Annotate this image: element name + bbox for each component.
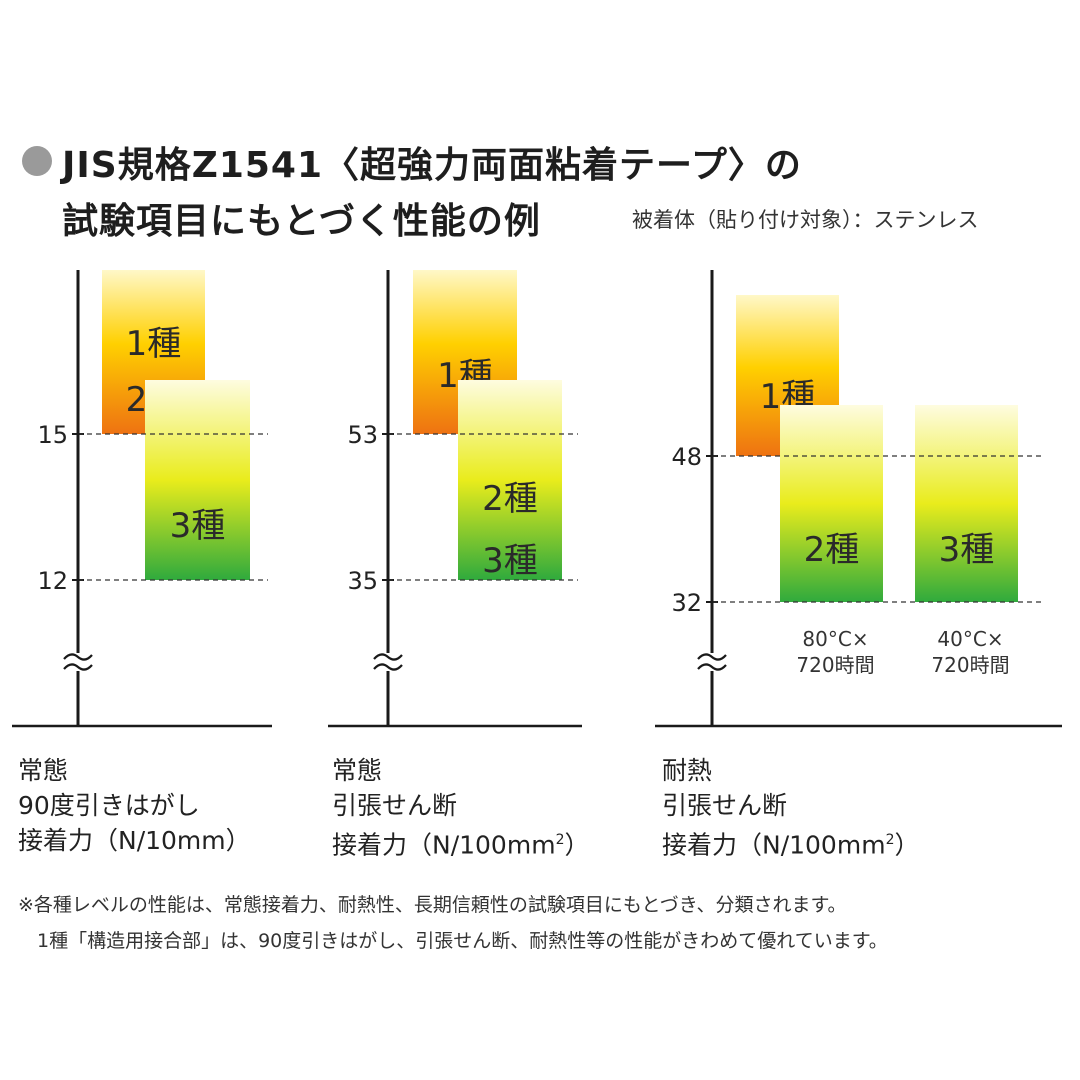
caption-2-superscript: 2 — [555, 832, 565, 848]
caption-3-unit: 接着力（N/100mm — [662, 830, 886, 860]
bar-3-condition: 720時間 — [931, 653, 1009, 677]
tick-label: 15 — [37, 421, 68, 449]
caption-panel-3: 耐熱 引張せん断 接着力（N/100mm2） — [662, 753, 920, 862]
caption-1-line-2: 90度引きはがし — [18, 791, 200, 820]
caption-panel-1: 常態 90度引きはがし 接着力（N/10mm） — [18, 753, 251, 858]
caption-1-line-1: 常態 — [18, 756, 69, 785]
axis-break-icon — [697, 653, 727, 661]
axis-break-icon — [373, 653, 403, 661]
axis-break-icon — [697, 663, 727, 671]
bar-3-condition: 40°C× — [937, 627, 1003, 651]
substrate-note: 被着体（貼り付け対象）：ステンレス — [632, 208, 979, 232]
tick-label: 12 — [37, 567, 68, 595]
caption-3-line-3: 接着力（N/100mm2） — [662, 823, 920, 862]
chart-title-line-1: JIS規格Z1541〈超強力両面粘着テープ〉の — [62, 145, 802, 186]
caption-2-line-3: 接着力（N/100mm2） — [332, 823, 590, 862]
bar-2-condition: 720時間 — [796, 653, 874, 677]
charts-area: 1種2種3種15121種2種3種53351種2種80°C×720時間3種40°C… — [12, 270, 1062, 728]
axis-break-icon — [63, 653, 93, 661]
footnote-2: 1種「構造用接合部」は、90度引きはがし、引張せん断、耐熱性等の性能がきわめて優… — [18, 930, 888, 952]
caption-3-line-2: 引張せん断 — [662, 791, 788, 820]
bar-2 — [145, 380, 250, 580]
tick-label: 53 — [347, 421, 378, 449]
bar-2-condition: 80°C× — [802, 627, 868, 651]
bar-3 — [915, 405, 1018, 602]
chart-title-line-2: 試験項目にもとづく性能の例 — [62, 201, 541, 242]
bar-2-label: 3種 — [482, 541, 538, 581]
caption-3-superscript: 2 — [885, 832, 895, 848]
caption-3-line-1: 耐熱 — [662, 756, 713, 785]
bar-2-label: 3種 — [170, 506, 226, 546]
caption-3-close: ） — [894, 830, 920, 860]
tick-label: 48 — [671, 443, 702, 471]
bar-2 — [458, 380, 562, 580]
axis-break-icon — [63, 663, 93, 671]
caption-1-line-3: 接着力（N/10mm） — [18, 826, 251, 855]
title-bullet-icon — [22, 146, 52, 176]
caption-2-close: ） — [564, 830, 590, 860]
bar-3-label: 3種 — [939, 530, 995, 570]
bar-2-label: 2種 — [804, 530, 860, 570]
chart-panel-1: 1種2種3種1512 — [12, 270, 272, 728]
caption-panel-2: 常態 引張せん断 接着力（N/100mm2） — [332, 753, 590, 862]
axis-break-icon — [373, 663, 403, 671]
bar-2 — [780, 405, 883, 602]
caption-2-line-2: 引張せん断 — [332, 791, 458, 820]
bar-1-label: 1種 — [126, 324, 182, 364]
footnote-1: ※各種レベルの性能は、常態接着力、耐熱性、長期信頼性の試験項目にもとづき、分類さ… — [18, 894, 847, 916]
tick-label: 32 — [671, 589, 702, 617]
tick-label: 35 — [347, 567, 378, 595]
caption-2-line-1: 常態 — [332, 756, 383, 785]
bar-2-label: 2種 — [482, 479, 538, 519]
caption-2-unit: 接着力（N/100mm — [332, 830, 556, 860]
